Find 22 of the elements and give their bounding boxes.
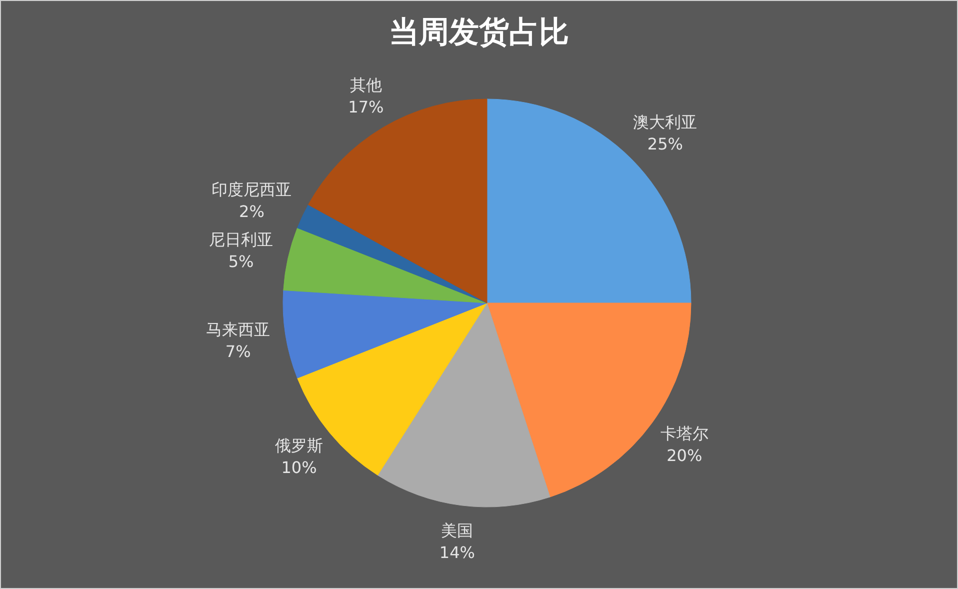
slice-label: 俄罗斯 (274, 436, 323, 455)
data-label: 10% (281, 458, 317, 477)
slice-label: 美国 (441, 521, 474, 540)
data-label: 7% (225, 342, 251, 362)
data-label: 5% (228, 252, 254, 272)
slice-label: 马来西亚 (206, 320, 270, 340)
data-label: 14% (439, 543, 475, 562)
slice-label: 澳大利亚 (633, 112, 698, 132)
pie-slice (282, 290, 488, 378)
slice-label: 印度尼西亚 (212, 180, 292, 200)
pie-slice (283, 228, 488, 304)
data-label: 17% (348, 97, 384, 116)
pie-slice (377, 302, 550, 507)
pie-slice (308, 98, 488, 304)
slice-label: 卡塔尔 (660, 424, 708, 443)
data-label: 20% (666, 446, 702, 465)
slice-label: 其他 (350, 75, 382, 94)
data-label: 25% (647, 134, 683, 154)
slice-label: 尼日利亚 (209, 230, 274, 250)
chart-title: 当周发货占比 (389, 15, 569, 50)
pie-slice (297, 204, 488, 304)
data-label: 2% (239, 202, 264, 222)
